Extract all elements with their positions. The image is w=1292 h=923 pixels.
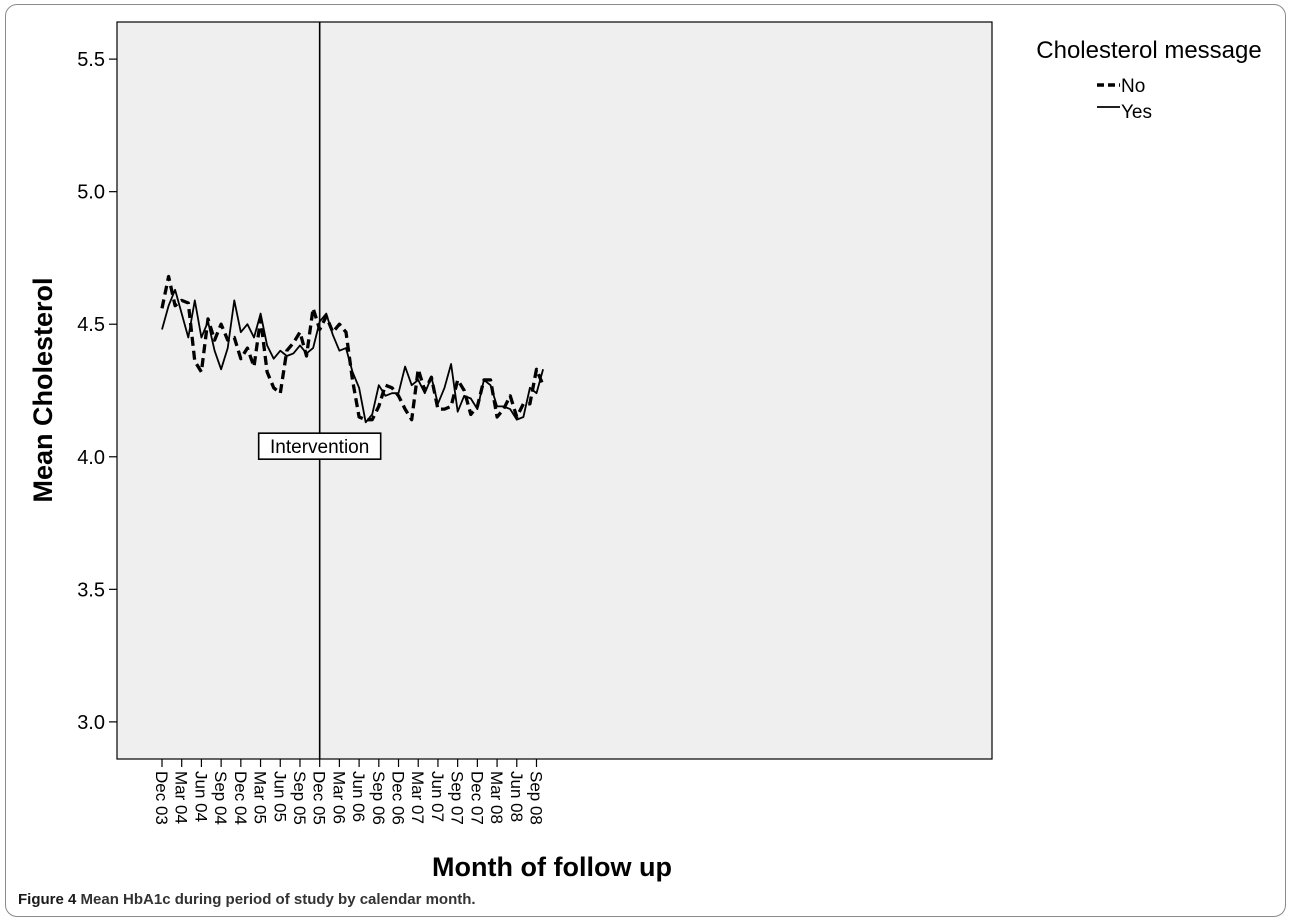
x-tick-label: Mar 04 (172, 771, 191, 824)
y-tick-label: 4.0 (77, 447, 105, 469)
annotation-group: Intervention (257, 432, 382, 460)
y-tick-label: 5.0 (77, 182, 105, 204)
series-line-no (160, 274, 545, 422)
x-tick-label: Dec 03 (152, 771, 171, 825)
x-tick-label: Jun 05 (270, 771, 289, 822)
series-group (160, 274, 545, 424)
x-tick-label: Sep 05 (290, 771, 309, 825)
caption-label: Figure 4 (18, 891, 77, 908)
x-tick-label: Sep 08 (526, 771, 545, 825)
x-tick-label: Jun 08 (507, 771, 526, 822)
x-tick-label: Dec 06 (389, 771, 408, 825)
y-tick-label: 5.5 (77, 49, 105, 71)
legend-label-no: No (1121, 76, 1145, 97)
y-tick-label: 3.5 (77, 579, 105, 601)
series-line-yes (161, 288, 544, 424)
legend-title: Cholesterol message (1036, 37, 1261, 64)
caption-text: Mean HbA1c during period of study by cal… (80, 891, 476, 908)
y-tick-label: 4.5 (77, 314, 105, 336)
legend: Cholesterol message No Yes (1036, 37, 1261, 123)
y-axis-title: Mean Cholesterol (28, 277, 58, 502)
x-tick-label: Jun 06 (349, 771, 368, 822)
x-axis: Dec 03 Mar 04 Jun 04 Sep 04 Dec 04 Mar 05 Jun … (152, 759, 545, 825)
y-tick-label: 3.0 (77, 712, 105, 734)
x-tick-label: Jun 07 (428, 771, 447, 822)
x-tick-label: Sep 07 (448, 771, 467, 825)
x-tick-label: Dec 05 (310, 771, 329, 825)
x-tick-label: Sep 06 (369, 771, 388, 825)
figure-caption: Figure 4 Mean HbA1c during period of stu… (18, 891, 476, 908)
x-tick-label: Mar 06 (329, 771, 348, 824)
x-tick-label: Dec 04 (231, 771, 250, 825)
x-tick-label: Dec 07 (467, 771, 486, 825)
legend-label-yes: Yes (1121, 102, 1152, 123)
x-tick-label: Mar 08 (487, 771, 506, 824)
y-axis: 3.0 3.5 4.0 4.5 5.0 5.5 (77, 49, 117, 734)
x-tick-label: Mar 05 (251, 771, 270, 824)
x-tick-label: Mar 07 (408, 771, 427, 824)
x-axis-title: Month of follow up (432, 852, 672, 882)
plot-area (116, 21, 993, 760)
annotation-text: Intervention (270, 437, 369, 458)
x-tick-label: Jun 04 (191, 771, 210, 822)
x-tick-label: Sep 04 (211, 771, 230, 825)
annotation-box (257, 432, 382, 460)
